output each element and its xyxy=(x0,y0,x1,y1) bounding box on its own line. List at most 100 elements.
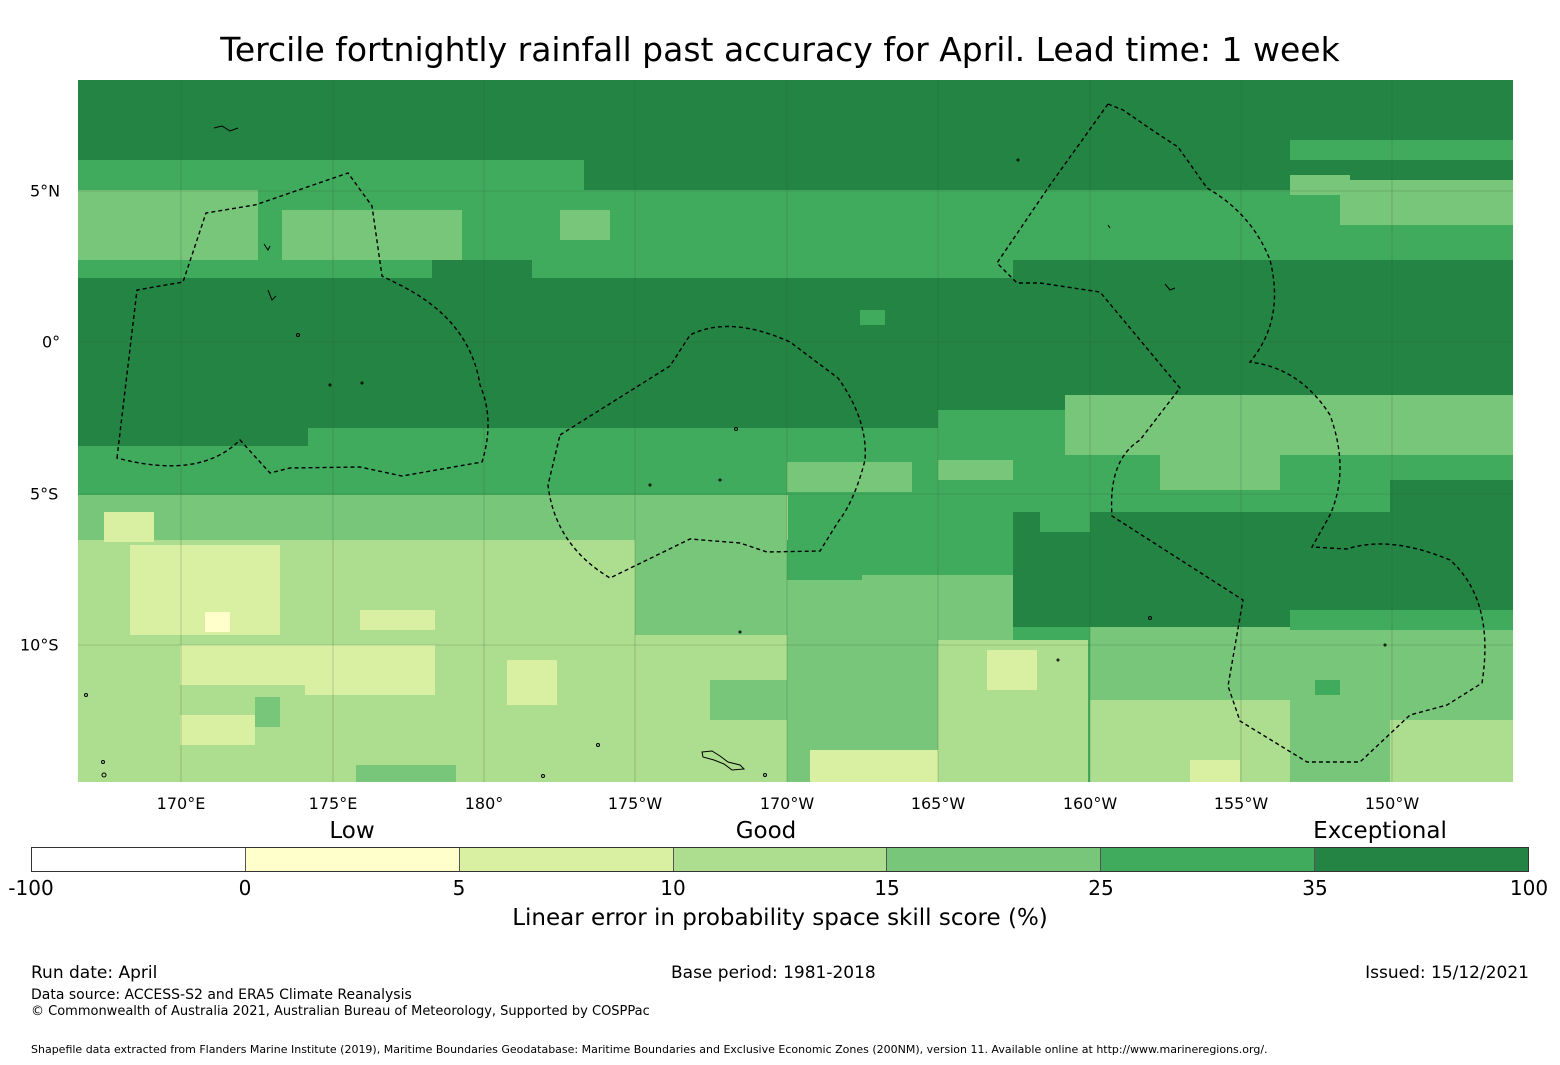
atoll-coast xyxy=(718,478,722,482)
eez-tokelau xyxy=(547,325,866,579)
atoll-coast xyxy=(1016,158,1020,162)
latitude-label: 0° xyxy=(42,332,61,352)
map-title: Tercile fortnightly rainfall past accura… xyxy=(220,30,1340,69)
longitude-label: 175°E xyxy=(308,794,358,813)
colorbar-tick: 100 xyxy=(1509,876,1549,900)
skill-cell xyxy=(1013,260,1513,280)
skill-cell xyxy=(1065,395,1513,455)
colorbar-title: Linear error in probability space skill … xyxy=(512,905,1048,931)
skill-cell xyxy=(78,428,308,446)
atoll-coast xyxy=(648,483,652,487)
skill-cell xyxy=(635,430,755,480)
coastlines xyxy=(84,125,1387,778)
skill-score-map xyxy=(78,80,1513,782)
colorbar-bin xyxy=(1101,848,1316,871)
atoll-coast xyxy=(296,333,300,337)
atoll-coast xyxy=(734,427,738,431)
colorbar-tick: 25 xyxy=(1088,876,1114,900)
colorbar-tick: 5 xyxy=(452,876,466,900)
skill-cell xyxy=(1315,680,1340,695)
skill-cell xyxy=(356,765,456,782)
base-period: Base period: 1981-2018 xyxy=(671,963,876,983)
colorbar-tick: 0 xyxy=(238,876,252,900)
colorbar-bin xyxy=(887,848,1102,871)
skill-cell xyxy=(282,210,462,260)
legend-category-exceptional: Exceptional xyxy=(1313,818,1447,844)
colorbar-bin xyxy=(245,848,460,871)
atoll-coast xyxy=(84,693,88,697)
longitude-label: 170°E xyxy=(156,794,206,813)
colorbar xyxy=(31,847,1529,872)
skill-cell xyxy=(255,697,280,727)
skill-cell xyxy=(1390,720,1513,782)
atoll-coast xyxy=(1164,283,1176,291)
legend-category-low: Low xyxy=(329,818,375,844)
colorbar-bin xyxy=(459,848,674,871)
skill-cell xyxy=(507,660,557,705)
atoll-coast xyxy=(1107,224,1111,229)
longitude-label: 165°W xyxy=(910,794,966,813)
legend-category-good: Good xyxy=(735,818,797,844)
atoll-coast xyxy=(263,243,271,251)
skill-cell xyxy=(1013,512,1513,627)
skill-cell xyxy=(78,80,1513,160)
issued-date: Issued: 15/12/2021 xyxy=(1365,963,1529,983)
skill-cell xyxy=(78,495,638,540)
skill-cell xyxy=(1290,140,1513,160)
longitude-label: 180° xyxy=(464,794,504,813)
atoll-coast xyxy=(101,760,105,764)
skill-cell xyxy=(1190,760,1240,782)
atoll-coast xyxy=(101,772,107,778)
skill-cell xyxy=(987,650,1037,690)
skill-cell xyxy=(1390,480,1513,515)
longitude-label: 160°W xyxy=(1062,794,1118,813)
atoll-coast xyxy=(267,289,277,301)
skill-cell xyxy=(78,760,308,782)
colorbar-tick: -100 xyxy=(8,876,54,900)
longitude-label: 155°W xyxy=(1213,794,1269,813)
skill-cell xyxy=(360,610,435,630)
skill-cell xyxy=(1290,610,1513,630)
atoll-coast xyxy=(1148,616,1152,620)
skill-cell xyxy=(810,750,940,782)
skill-cell xyxy=(180,715,255,745)
skill-cell xyxy=(560,210,610,240)
colorbar-tick: 15 xyxy=(874,876,900,900)
samoa-coast xyxy=(701,750,746,771)
longitude-label: 175°W xyxy=(607,794,663,813)
atoll-coast xyxy=(763,773,767,777)
atoll-coast xyxy=(541,774,545,778)
atoll-coast xyxy=(328,383,332,387)
longitude-label: 150°W xyxy=(1364,794,1420,813)
colorbar-bin xyxy=(673,848,888,871)
skill-cell xyxy=(710,680,787,720)
colorbar-bin xyxy=(1315,848,1529,871)
eez-boundaries xyxy=(116,103,1486,763)
map-gridlines xyxy=(78,80,1513,782)
skill-cell xyxy=(787,540,862,580)
skill-cell xyxy=(635,495,787,635)
skill-cell xyxy=(787,462,912,492)
colorbar-bin xyxy=(32,848,246,871)
eez-kiribati-line xyxy=(996,103,1486,763)
eez-kiribati-gilbert xyxy=(116,172,489,477)
skill-cell xyxy=(104,512,154,542)
skill-cell xyxy=(205,612,230,632)
run-date: Run date: April xyxy=(31,963,158,983)
colorbar-tick: 10 xyxy=(660,876,686,900)
skill-cell xyxy=(305,645,435,695)
atoll-coast xyxy=(1383,643,1387,647)
skill-cell xyxy=(938,410,1068,430)
atoll-coast xyxy=(213,125,239,132)
colorbar-tick: 35 xyxy=(1302,876,1328,900)
longitude-label: 170°W xyxy=(759,794,815,813)
skill-cell xyxy=(1340,180,1513,225)
skill-cell xyxy=(938,460,1013,480)
atoll-coast xyxy=(596,743,600,747)
latitude-label: 5°S xyxy=(30,484,59,504)
shapefile-credit: Shapefile data extracted from Flanders M… xyxy=(31,1043,1268,1056)
skill-cell xyxy=(78,190,258,260)
latitude-label: 10°S xyxy=(20,635,59,655)
skill-cell xyxy=(1290,175,1350,195)
atoll-coast xyxy=(1056,658,1060,662)
